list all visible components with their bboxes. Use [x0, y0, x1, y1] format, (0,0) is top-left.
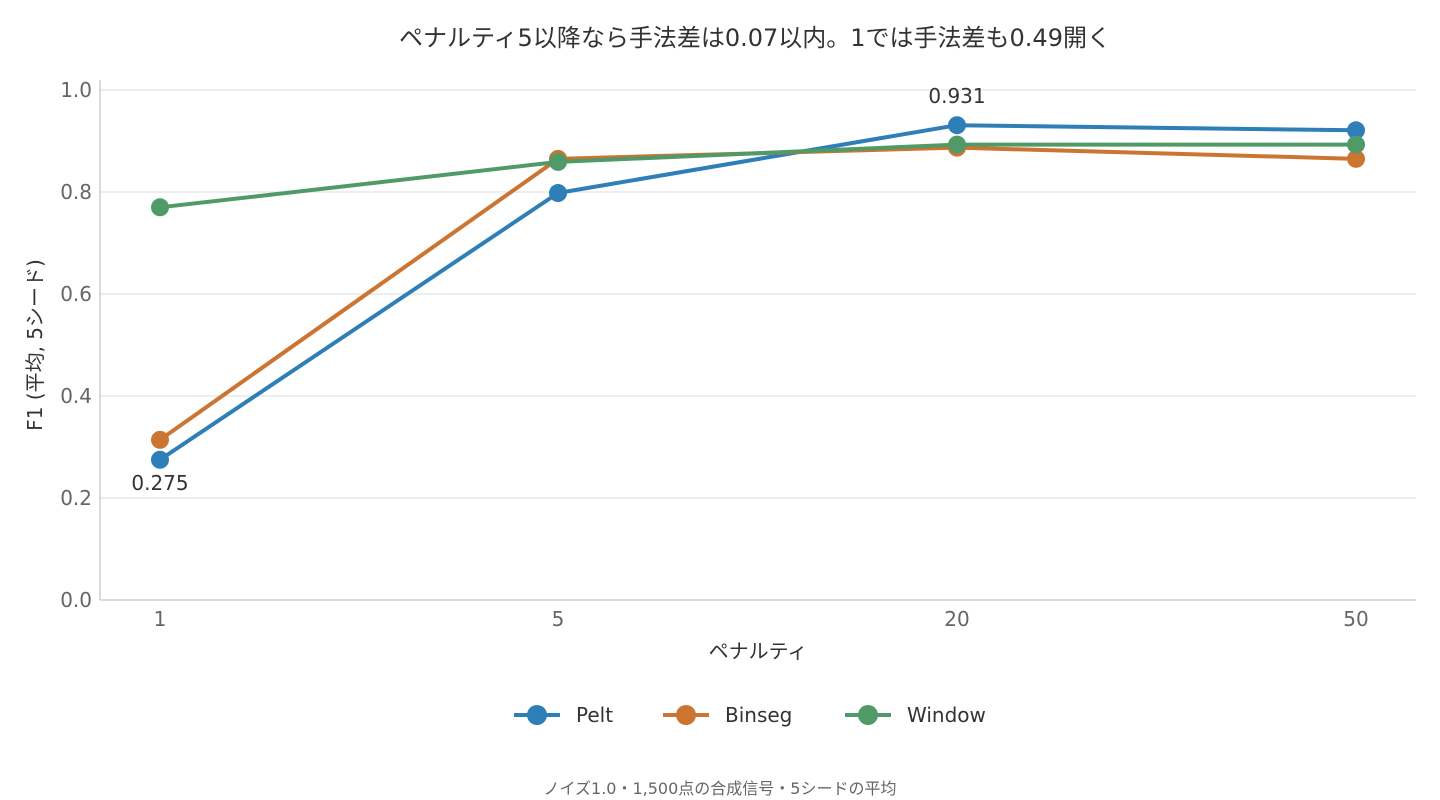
legend-item-pelt: Pelt: [514, 703, 613, 727]
chart-title: ペナルティ5以降なら手法差は0.07以内。1では手法差も0.49開く: [399, 24, 1111, 52]
y-tick-label: 0.2: [60, 486, 92, 510]
data-labels: 0.275 0.931: [131, 84, 985, 495]
y-axis-label: F1 (平均, 5シード): [23, 259, 47, 431]
chart-caption: ノイズ1.0・1,500点の合成信号・5シードの平均: [544, 779, 897, 798]
data-point: [549, 184, 567, 203]
legend-label: Binseg: [725, 703, 792, 727]
legend-swatch-marker: [676, 705, 696, 725]
legend-item-window: Window: [845, 703, 986, 727]
series-line: [159, 142, 1356, 210]
data-point: [151, 450, 169, 469]
y-tick-label: 0.6: [60, 282, 92, 306]
series-line: [158, 123, 1357, 462]
legend-label: Pelt: [576, 703, 613, 727]
x-axis-label: ペナルティ: [709, 639, 808, 663]
data-point: [948, 116, 966, 135]
x-tick-label: 5: [552, 607, 565, 631]
data-point: [151, 198, 169, 217]
grid-layer: [100, 89, 1416, 499]
data-point: [948, 135, 966, 154]
series-layer: [151, 116, 1365, 469]
data-point: [1347, 135, 1365, 154]
data-point: [549, 152, 567, 171]
legend: Pelt Binseg Window: [514, 703, 986, 727]
series-pelt: [151, 116, 1365, 469]
data-point: [151, 430, 169, 449]
y-tick-label: 0.0: [60, 588, 92, 612]
data-label: 0.275: [131, 471, 188, 495]
legend-item-binseg: Binseg: [663, 703, 792, 727]
y-tick-label: 1.0: [60, 78, 92, 102]
y-tick-label: 0.4: [60, 384, 92, 408]
x-tick-label: 20: [944, 607, 969, 631]
data-point: [1347, 121, 1365, 140]
legend-swatch-marker: [527, 705, 547, 725]
x-tick-labels: 1 5 20 50: [154, 607, 1369, 631]
legend-label: Window: [907, 703, 986, 727]
data-point: [1347, 149, 1365, 168]
y-tick-labels: 0.0 0.2 0.4 0.6 0.8 1.0: [60, 78, 92, 612]
x-tick-label: 50: [1343, 607, 1368, 631]
x-tick-label: 1: [154, 607, 167, 631]
legend-swatch-marker: [858, 705, 878, 725]
y-tick-label: 0.8: [60, 180, 92, 204]
axis-layer: [99, 80, 1416, 601]
data-label: 0.931: [928, 84, 985, 108]
series-window: [151, 135, 1365, 217]
